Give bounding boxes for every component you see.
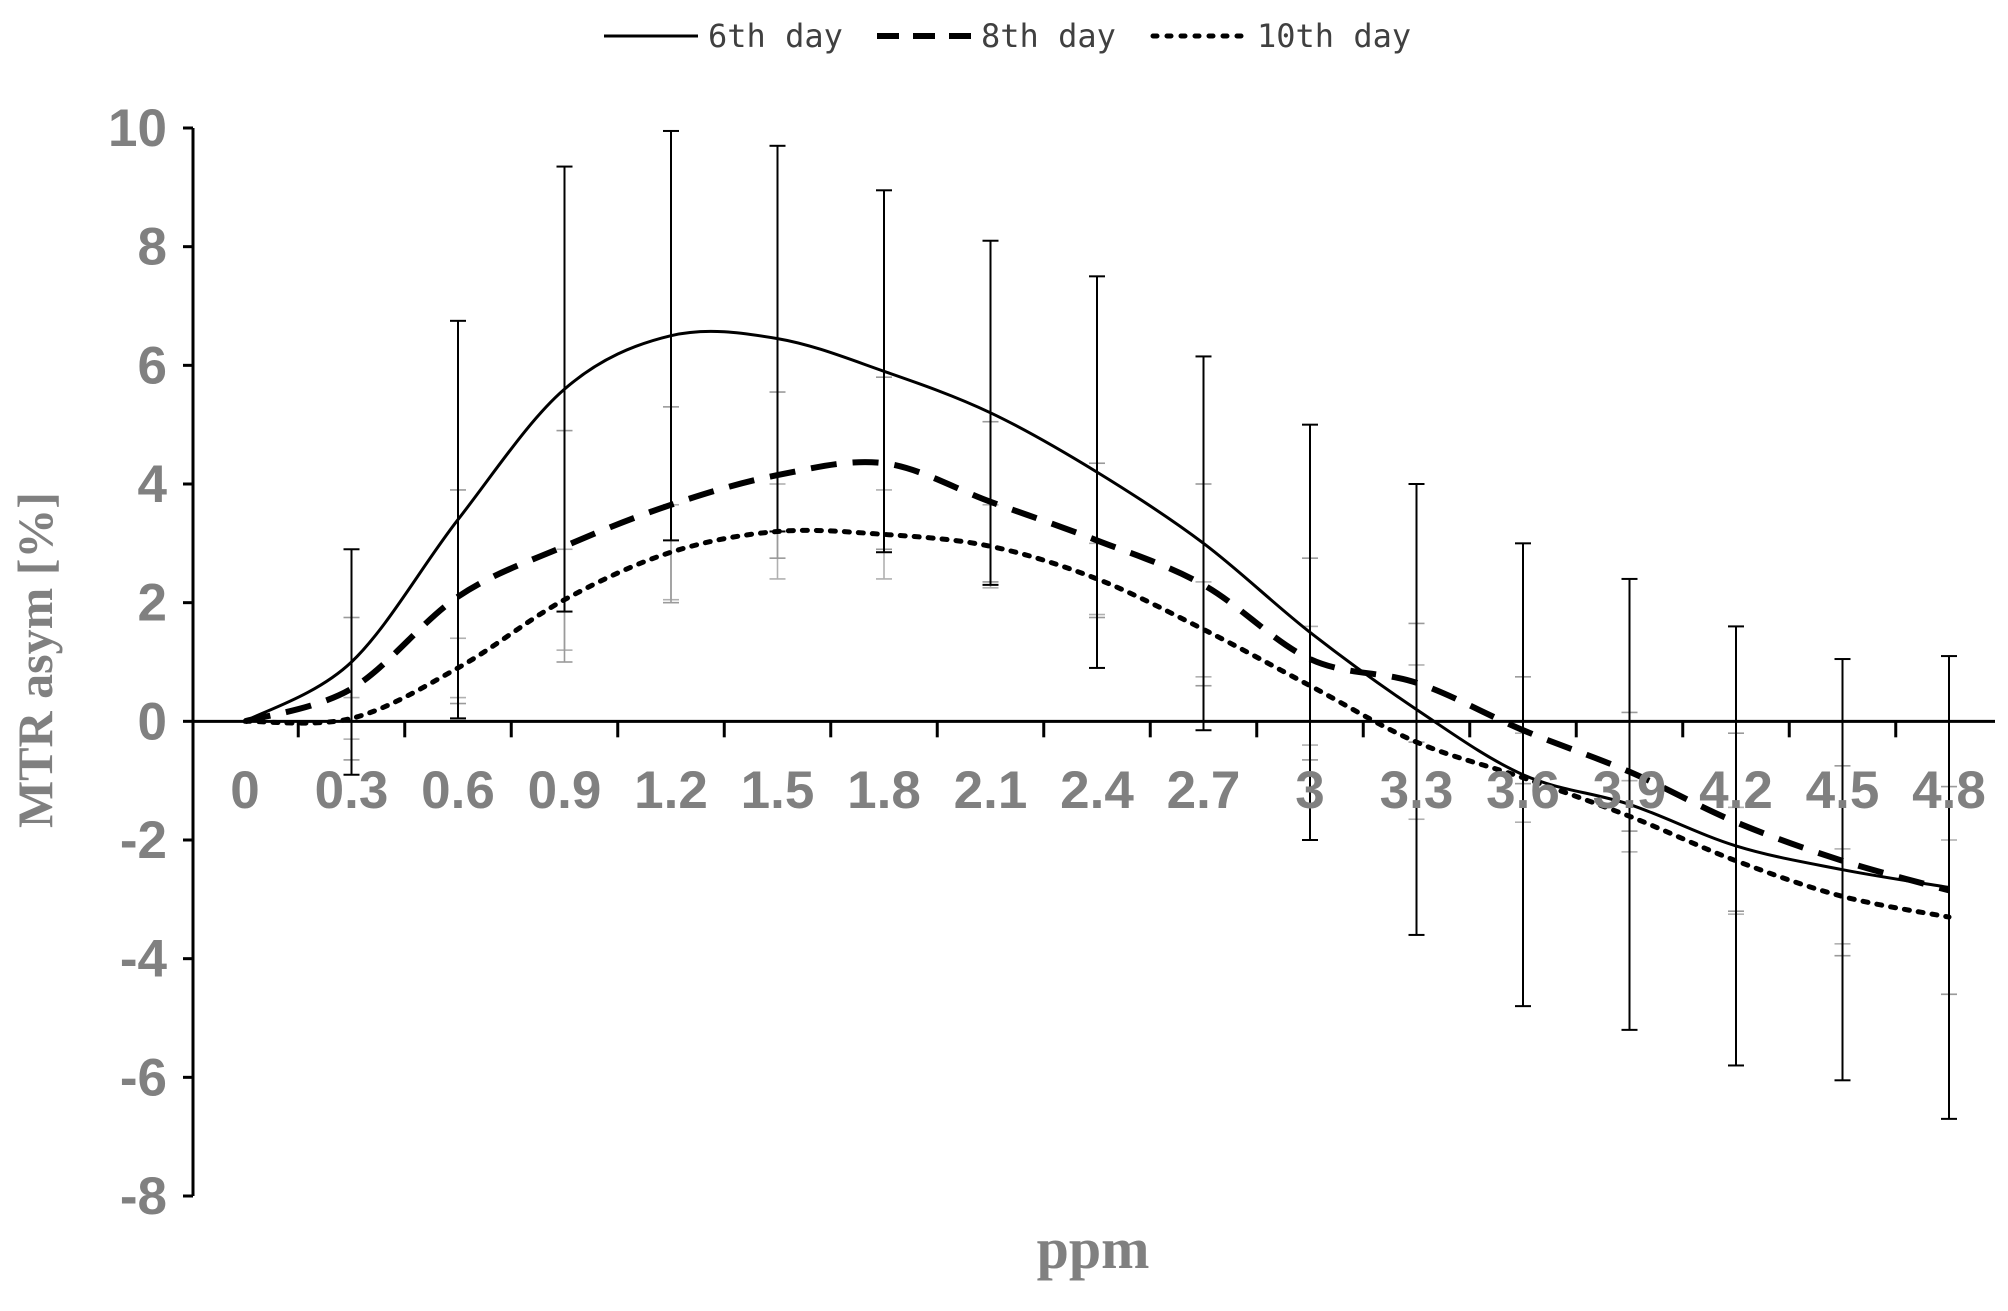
data-point: [1842, 869, 1844, 871]
x-tick-label: 0.9: [528, 761, 602, 820]
data-point: [883, 370, 885, 372]
error-bars: [343, 129, 1957, 1120]
x-tick-label: 3.3: [1380, 761, 1454, 820]
series-line: [244, 459, 1950, 894]
data-point: [564, 388, 566, 390]
data-point: [457, 596, 459, 598]
x-axis-title: ppm: [1037, 1216, 1150, 1281]
data-point: [1948, 916, 1950, 918]
data-point: [1416, 708, 1418, 710]
data-point: [1416, 741, 1418, 743]
series-lines: [242, 329, 1952, 920]
y-tick-label: 10: [108, 99, 167, 158]
y-axis-title: MTR asym [%]: [7, 492, 63, 828]
x-tick-label: 4.5: [1806, 761, 1880, 820]
y-tick-label: 0: [138, 692, 167, 751]
tick-labels: 10 8 6 4 2 0 -2 -4 -6 -8 0 0.3 0.6 0.9 1.2 1.5 1.8 2.1 2.4…: [108, 99, 1986, 1226]
y-tick-label: -2: [120, 811, 167, 870]
data-point: [1735, 860, 1737, 862]
x-tick-label: 2.7: [1167, 761, 1241, 820]
x-tick-label: 1.8: [847, 761, 921, 820]
x-tick-label: 0.3: [315, 761, 389, 820]
x-tick-label: 4.2: [1699, 761, 1773, 820]
data-point: [883, 462, 885, 464]
data-point: [1948, 889, 1950, 891]
data-point: [1203, 628, 1205, 630]
x-tick-label: 2.4: [1060, 761, 1134, 820]
data-point: [670, 504, 672, 506]
data-point: [1096, 539, 1098, 541]
y-tick-label: -6: [120, 1048, 167, 1107]
y-tick-label: 6: [138, 336, 167, 395]
x-tick-label: 0: [230, 761, 259, 820]
x-tick-label: 4.8: [1912, 761, 1986, 820]
data-point: [1735, 821, 1737, 823]
data-point: [564, 599, 566, 601]
series-line: [244, 329, 1950, 889]
legend-label: 6th day: [708, 17, 843, 55]
data-point: [777, 338, 779, 340]
x-tick-label: 1.5: [741, 761, 815, 820]
y-tick-label: 4: [138, 455, 168, 514]
x-tick-label: 0.6: [421, 761, 495, 820]
legend: 6th day 8th day 10th day: [604, 17, 1411, 55]
x-tick-label: 3.9: [1593, 761, 1667, 820]
y-tick-label: -8: [120, 1167, 167, 1226]
data-point: [1522, 729, 1524, 731]
data-point: [1416, 682, 1418, 684]
data-point: [777, 530, 779, 532]
data-point: [351, 661, 353, 663]
data-point: [1096, 578, 1098, 580]
data-point: [1203, 584, 1205, 586]
data-point: [883, 533, 885, 535]
data-point: [1203, 542, 1205, 544]
x-tick-label: 2.1: [954, 761, 1028, 820]
y-tick-label: 8: [138, 218, 167, 277]
data-point: [670, 335, 672, 337]
data-point: [564, 545, 566, 547]
data-point: [457, 519, 459, 521]
data-point: [1735, 845, 1737, 847]
data-point: [670, 551, 672, 553]
axes: [183, 126, 1995, 1198]
x-tick-label: 3.6: [1486, 761, 1560, 820]
y-tick-label: 2: [138, 574, 167, 633]
error-bars-series: [343, 129, 1957, 1120]
data-point: [351, 717, 353, 719]
y-tick-label: -4: [120, 930, 168, 989]
data-point: [990, 501, 992, 503]
data-point: [777, 474, 779, 476]
data-point: [244, 720, 246, 722]
x-tick-label: 3: [1295, 761, 1324, 820]
data-point: [1309, 685, 1311, 687]
error-bars-series: [343, 376, 1957, 996]
data-point: [1309, 658, 1311, 660]
series-line: [242, 527, 1952, 920]
data-point: [1309, 631, 1311, 633]
data-point: [990, 545, 992, 547]
legend-label: 10th day: [1257, 17, 1411, 55]
data-point: [1842, 860, 1844, 862]
data-point: [351, 688, 353, 690]
x-tick-label: 1.2: [634, 761, 708, 820]
data-point: [1842, 895, 1844, 897]
data-point: [457, 667, 459, 669]
data-point: [990, 412, 992, 414]
data-point: [1096, 471, 1098, 473]
legend-label: 8th day: [981, 17, 1116, 55]
